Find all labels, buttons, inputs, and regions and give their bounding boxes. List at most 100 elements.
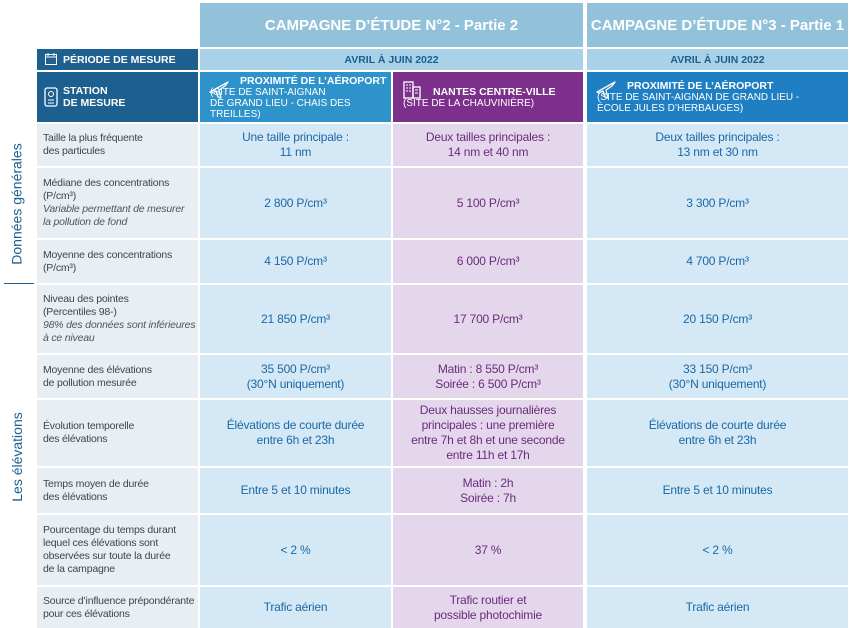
cell: 4 700 P/cm³ [587,240,848,283]
cell: 17 700 P/cm³ [393,285,583,353]
station-icon [596,81,616,99]
station-name: PROXIMITÉ DE L’AÉROPORT [240,74,387,87]
cell-line: 21 850 P/cm³ [261,311,330,326]
cell: Deux hausses journalières principales : u… [393,400,583,466]
row-label-line: (Percentiles 98-) [43,306,117,318]
cell: < 2 % [587,515,848,585]
cell: < 2 % [200,515,391,585]
station-header: PROXIMITÉ DE L’AÉROPORT (SITE DE SAINT-AI… [200,72,391,122]
row-label-line: des particules [43,145,105,157]
cell-line: 6 000 P/cm³ [456,254,520,268]
station-icon [403,81,421,99]
cell-line: entre 7h et 8h et une seconde [411,433,565,447]
cell: 6 000 P/cm³ [393,240,583,283]
cell-line: 4 150 P/cm³ [264,254,327,268]
row-label: Niveau des pointes (Percentiles 98-) 98% d… [37,285,198,353]
row-note-line: 98% des données sont inférieures [43,319,196,331]
calendar-icon [45,53,57,65]
row-note-line: à ce niveau [43,332,95,344]
row-label-line: Temps moyen de durée [43,477,149,490]
cell: 2 800 P/cm³ [200,168,391,238]
period-label: PÉRIODE DE MESURE [37,49,198,70]
cell: Matin : 8 550 P/cm³ Soirée : 6 500 P/cm³ [393,355,583,398]
row-label-line: observées sur toute la durée [43,550,171,562]
cell-line: 3 300 P/cm³ [686,195,749,210]
cell-line: Élévations de courte durée [226,418,365,432]
station-site: DE GRAND LIEU - CHAIS DES TREILLES) [210,97,351,120]
row-label-line: Moyenne des concentrations [43,248,173,261]
row-label-line: Niveau des pointes [43,293,129,305]
cell-line: Élévations de courte durée [648,418,787,432]
cell: Élévations de courte durée entre 6h et 23… [587,400,848,466]
cell-line: Entre 5 et 10 minutes [240,483,351,497]
cell-line: Soirée : 6 500 P/cm³ [435,376,541,391]
cell: 5 100 P/cm³ [393,168,583,238]
cell-line: Trafic aérien [685,600,750,614]
station-label: STATION DE MESURE [37,72,198,122]
row-label-line: des élévations [43,490,108,503]
row-label: Source d’influence prépondérante pour ces… [37,587,198,628]
row-label-line: Pourcentage du temps durant [43,524,176,536]
cell-line: 20 150 P/cm³ [683,311,752,326]
cell: Trafic aérien [587,587,848,628]
cell: 37 % [393,515,583,585]
cell: 33 150 P/cm³ (30°N uniquement) [587,355,848,398]
cell: 20 150 P/cm³ [587,285,848,353]
row-label-line: lequel ces élévations sont [43,537,159,549]
cell: 35 500 P/cm³ (30°N uniquement) [200,355,391,398]
station-name: NANTES CENTRE-VILLE [433,85,556,98]
cell-line: 17 700 P/cm³ [453,311,523,326]
row-label: Pourcentage du temps durant lequel ces él… [37,515,198,585]
cell: Matin : 2h Soirée : 7h [393,468,583,513]
cell-line: Trafic aérien [263,600,328,614]
cell-line: Entre 5 et 10 minutes [662,483,773,497]
cell-line: 35 500 P/cm³ [261,361,330,376]
row-label-line: de la campagne [43,563,115,575]
group-label-text: Données générales [9,142,26,265]
cell: 21 850 P/cm³ [200,285,391,353]
group-label: Données générales [4,124,30,283]
cell-line: (30°N uniquement) [668,376,767,391]
row-label: Moyenne des élévations de pollution mesur… [37,355,198,398]
row-label-line: (P/cm³) [43,190,77,202]
cell-line: entre 6h et 23h [256,433,335,447]
cell: Trafic aérien [200,587,391,628]
cell-line: possible photochimie [433,607,543,622]
cell: Entre 5 et 10 minutes [200,468,391,513]
station-site: ÉCOLE JULES D’HERBAUGES) [597,103,744,114]
group-label: Les élévations [4,285,30,628]
row-label: Taille la plus fréquente des particules [37,124,198,166]
group-label-text: Les élévations [9,411,26,502]
group-separator [4,283,34,284]
cell-line: 37 % [474,542,502,557]
cell-line: Trafic routier et [449,592,527,607]
row-label-line: Source d’influence prépondérante [43,594,195,607]
cell-line: Deux tailles principales : [655,130,780,144]
station-site: (SITE DE SAINT-AIGNAN [210,86,326,98]
cell: Élévations de courte durée entre 6h et 23… [200,400,391,466]
cell-line: 2 800 P/cm³ [264,195,327,210]
cell: 4 150 P/cm³ [200,240,391,283]
cell-line: 5 100 P/cm³ [456,195,520,210]
row-label-line: de pollution mesurée [43,376,137,389]
station-label-line: STATION [63,85,108,97]
row-note-line: Variable permettant de mesurer [43,203,185,215]
station-name: PROXIMITÉ DE L’AÉROPORT [627,80,774,92]
station-icon [44,87,58,107]
cell-line: entre 11h et 17h [446,448,530,462]
row-label-line: Évolution temporelle [43,420,135,432]
cell-line: 11 nm [279,145,312,159]
cell: Une taille principale :11 nm [200,124,391,166]
cell-line: Matin : 2h [462,475,514,490]
cell: Deux tailles principales :13 nm et 30 nm [587,124,848,166]
row-label-line: Moyenne des élévations [43,363,152,376]
row-label-line: Médiane des concentrations [43,177,170,189]
cell-line: < 2 % [280,542,311,557]
cell-line: Soirée : 7h [460,490,516,505]
row-label: Évolution temporelle des élévations [37,400,198,466]
campaign-title: CAMPAGNE D’ÉTUDE N°3 - Partie 1 [587,3,848,47]
cell-line: 13 nm et 30 nm [677,145,758,159]
row-label-line: des élévations [43,433,108,445]
cell-line: < 2 % [702,542,733,557]
